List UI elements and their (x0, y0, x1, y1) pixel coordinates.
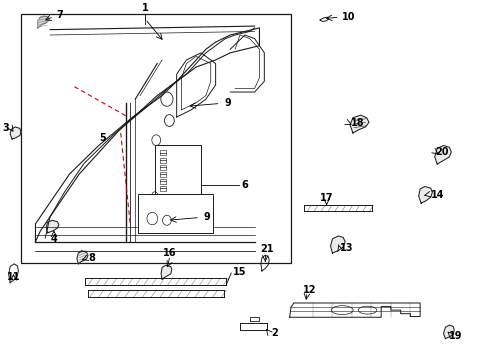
Text: 19: 19 (448, 331, 462, 341)
Text: 2: 2 (271, 328, 278, 338)
Text: 15: 15 (233, 267, 246, 277)
Text: 13: 13 (339, 243, 352, 253)
Text: 21: 21 (260, 244, 273, 254)
Text: 10: 10 (342, 12, 355, 22)
Polygon shape (434, 145, 450, 164)
Bar (159, 150, 165, 156)
Polygon shape (77, 251, 88, 264)
Bar (21, 14, 290, 263)
Text: 1: 1 (142, 3, 148, 13)
Bar (159, 172, 165, 177)
Polygon shape (443, 325, 453, 339)
Text: 3: 3 (2, 123, 9, 133)
Text: 12: 12 (303, 285, 316, 295)
Text: 9: 9 (224, 98, 231, 108)
Text: 8: 8 (88, 253, 95, 263)
Bar (159, 179, 165, 184)
Text: 11: 11 (7, 272, 20, 282)
Bar (159, 158, 165, 163)
Bar (159, 165, 165, 170)
Polygon shape (418, 186, 431, 203)
Polygon shape (38, 16, 49, 28)
Text: 16: 16 (163, 248, 176, 258)
Text: 4: 4 (50, 234, 57, 244)
Polygon shape (10, 127, 21, 139)
Text: 5: 5 (99, 133, 105, 143)
Bar (159, 186, 165, 191)
Text: 6: 6 (241, 180, 247, 190)
Bar (154, 145, 201, 197)
Text: 7: 7 (56, 10, 62, 20)
Text: 9: 9 (203, 212, 210, 222)
Text: 17: 17 (319, 193, 333, 203)
Polygon shape (161, 265, 171, 279)
Polygon shape (330, 236, 345, 253)
Text: 14: 14 (430, 190, 444, 200)
Text: 20: 20 (435, 147, 448, 157)
Polygon shape (46, 220, 59, 233)
Bar (138, 194, 213, 233)
Text: 18: 18 (350, 118, 364, 129)
Polygon shape (349, 115, 368, 133)
